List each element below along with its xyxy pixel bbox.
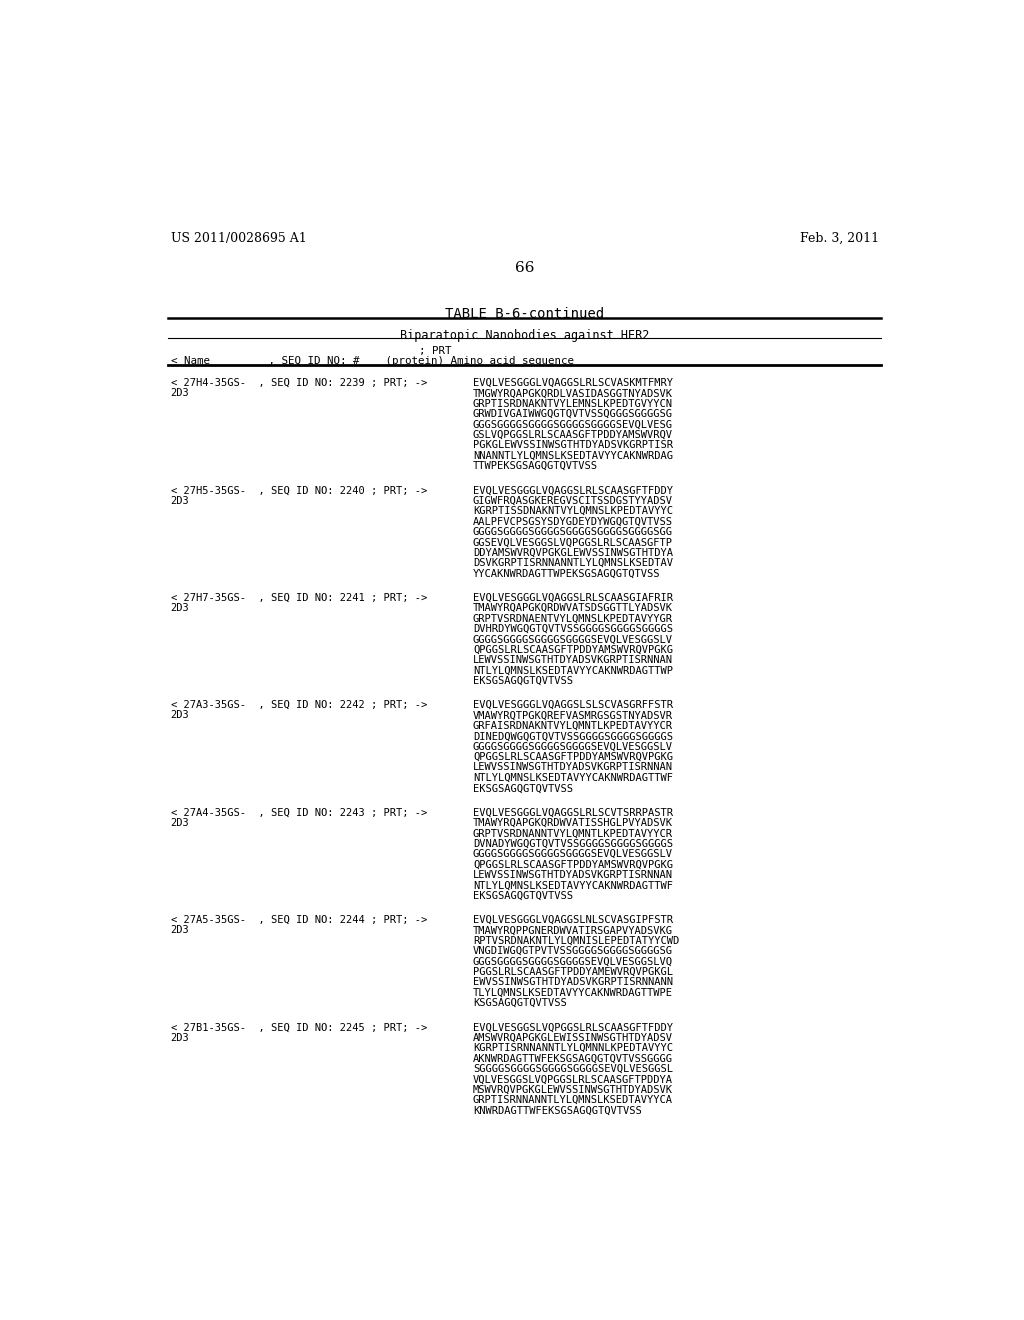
Text: Biparatopic Nanobodies against HER2: Biparatopic Nanobodies against HER2 [400,329,649,342]
Text: < 27H4-35GS-  , SEQ ID NO: 2239 ; PRT; ->: < 27H4-35GS- , SEQ ID NO: 2239 ; PRT; -> [171,378,427,388]
Text: GSLVQPGGSLRLSCAASGFTPDDYAMSWVRQV: GSLVQPGGSLRLSCAASGFTPDDYAMSWVRQV [473,430,673,440]
Text: QPGGSLRLSCAASGFTPDDYAMSWVRQVPGKG: QPGGSLRLSCAASGFTPDDYAMSWVRQVPGKG [473,752,673,762]
Text: < 27A5-35GS-  , SEQ ID NO: 2244 ; PRT; ->: < 27A5-35GS- , SEQ ID NO: 2244 ; PRT; -> [171,915,427,925]
Text: EVQLVESGGGLVQAGGSLRLSCAASGIAFRIR: EVQLVESGGGLVQAGGSLRLSCAASGIAFRIR [473,593,673,603]
Text: GRFAISRDNAKNTVYLQMNTLKPEDTAVYYCR: GRFAISRDNAKNTVYLQMNTLKPEDTAVYYCR [473,721,673,731]
Text: EVQLVESGGGLVQAGGSLRLSCAASGFTFDDY: EVQLVESGGGLVQAGGSLRLSCAASGFTFDDY [473,486,673,495]
Text: GGGGSGGGGSGGGGSGGGGSGGGGSGGGGSGG: GGGGSGGGGSGGGGSGGGGSGGGGSGGGGSGG [473,527,673,537]
Text: GGGGSGGGGSGGGGSGGGGSEVQLVESGGSLV: GGGGSGGGGSGGGGSGGGGSEVQLVESGGSLV [473,742,673,751]
Text: EVQLVESGGGLVQAGGSLSLSCVASGRFFSTR: EVQLVESGGGLVQAGGSLSLSCVASGRFFSTR [473,700,673,710]
Text: EKSGSAGQGTQVTVSS: EKSGSAGQGTQVTVSS [473,891,572,900]
Text: < 27A3-35GS-  , SEQ ID NO: 2242 ; PRT; ->: < 27A3-35GS- , SEQ ID NO: 2242 ; PRT; -> [171,700,427,710]
Text: GGGSGGGGSGGGGSGGGGSEVQLVESGGSLVQ: GGGSGGGGSGGGGSGGGGSEVQLVESGGSLVQ [473,957,673,966]
Text: DSVKGRPTISRNNANNTLYLQMNSLKSEDTAV: DSVKGRPTISRNNANNTLYLQMNSLKSEDTAV [473,558,673,568]
Text: GGGSGGGGSGGGGSGGGGSGGGGSEVQLVESG: GGGSGGGGSGGGGSGGGGSGGGGSEVQLVESG [473,420,673,429]
Text: KGRPTISRNNANNTLYLQMNNLKPEDTAVYYC: KGRPTISRNNANNTLYLQMNNLKPEDTAVYYC [473,1043,673,1053]
Text: 2D3: 2D3 [171,1032,189,1043]
Text: TLYLQMNSLKSEDTAVYYCAKNWRDAGTTWPE: TLYLQMNSLKSEDTAVYYCAKNWRDAGTTWPE [473,987,673,998]
Text: VMAWYRQTPGKQREFVASMRGSGSTNYADSVR: VMAWYRQTPGKQREFVASMRGSGSTNYADSVR [473,710,673,721]
Text: KSGSAGQGTQVTVSS: KSGSAGQGTQVTVSS [473,998,566,1008]
Text: EVQLVESGGGLVQAGGSLRLSCVTSRRPASTR: EVQLVESGGGLVQAGGSLRLSCVTSRRPASTR [473,808,673,817]
Text: NTLYLQMNSLKSEDTAVYYCAKNWRDAGTTWP: NTLYLQMNSLKSEDTAVYYCAKNWRDAGTTWP [473,665,673,676]
Text: GGGGSGGGGSGGGGSGGGGSEVQLVESGGSLV: GGGGSGGGGSGGGGSGGGGSEVQLVESGGSLV [473,635,673,644]
Text: GRPTISRNNANNTLYLQMNSLKSEDTAVYYCA: GRPTISRNNANNTLYLQMNSLKSEDTAVYYCA [473,1096,673,1105]
Text: KNWRDAGTTWFEKSGSAGQGTQVTVSS: KNWRDAGTTWFEKSGSAGQGTQVTVSS [473,1106,642,1115]
Text: < 27B1-35GS-  , SEQ ID NO: 2245 ; PRT; ->: < 27B1-35GS- , SEQ ID NO: 2245 ; PRT; -> [171,1022,427,1032]
Text: US 2011/0028695 A1: US 2011/0028695 A1 [171,231,306,244]
Text: GIGWFRQASGKEREGVSCITSSDGSTYYADSV: GIGWFRQASGKEREGVSCITSSDGSTYYADSV [473,496,673,506]
Text: MSWVRQVPGKGLEWVSSINWSGTHTDYADSVK: MSWVRQVPGKGLEWVSSINWSGTHTDYADSVK [473,1085,673,1094]
Text: TMGWYRQAPGKQRDLVASIDASGGTNYADSVK: TMGWYRQAPGKQRDLVASIDASGGTNYADSVK [473,388,673,399]
Text: GRPTVSRDNANNTVYLQMNTLKPEDTAVYYCR: GRPTVSRDNANNTVYLQMNTLKPEDTAVYYCR [473,829,673,838]
Text: 2D3: 2D3 [171,603,189,612]
Text: 2D3: 2D3 [171,818,189,828]
Text: DINEDQWGQGTQVTVSSGGGGSGGGGSGGGGS: DINEDQWGQGTQVTVSSGGGGSGGGGSGGGGS [473,731,673,742]
Text: GRPTVSRDNAENTVYLQMNSLKPEDTAVYYGR: GRPTVSRDNAENTVYLQMNSLKPEDTAVYYGR [473,614,673,623]
Text: KGRPTISSDNAKNTVYLQMNSLKPEDTAVYYC: KGRPTISSDNAKNTVYLQMNSLKPEDTAVYYC [473,506,673,516]
Text: NTLYLQMNSLKSEDTAVYYCAKNWRDAGTTWF: NTLYLQMNSLKSEDTAVYYCAKNWRDAGTTWF [473,774,673,783]
Text: DVNADYWGQGTQVTVSSGGGGSGGGGSGGGGS: DVNADYWGQGTQVTVSSGGGGSGGGGSGGGGS [473,838,673,849]
Text: AALPFVCPSGSYSDYGDEYDYWGQGTQVTVSS: AALPFVCPSGSYSDYGDEYDYWGQGTQVTVSS [473,516,673,527]
Text: 2D3: 2D3 [171,388,189,399]
Text: 2D3: 2D3 [171,496,189,506]
Text: LEWVSSINWSGTHTDYADSVKGRPTISRNNAN: LEWVSSINWSGTHTDYADSVKGRPTISRNNAN [473,870,673,880]
Text: ; PRT: ; PRT [419,346,452,355]
Text: 66: 66 [515,261,535,275]
Text: EKSGSAGQGTQVTVSS: EKSGSAGQGTQVTVSS [473,783,572,793]
Text: TABLE B-6-continued: TABLE B-6-continued [445,308,604,321]
Text: YYCAKNWRDAGTTWPEKSGSAGQGTQTVSS: YYCAKNWRDAGTTWPEKSGSAGQGTQTVSS [473,569,660,578]
Text: TTWPEKSGSAGQGTQVTVSS: TTWPEKSGSAGQGTQVTVSS [473,461,598,471]
Text: TMAWYRQAPGKQRDWVATISSHGLPVYADSVK: TMAWYRQAPGKQRDWVATISSHGLPVYADSVK [473,818,673,828]
Text: GRWDIVGAIWWGQGTQVTVSSQGGGSGGGGSG: GRWDIVGAIWWGQGTQVTVSSQGGGSGGGGSG [473,409,673,418]
Text: Feb. 3, 2011: Feb. 3, 2011 [800,231,879,244]
Text: < 27H5-35GS-  , SEQ ID NO: 2240 ; PRT; ->: < 27H5-35GS- , SEQ ID NO: 2240 ; PRT; -> [171,486,427,495]
Text: EVQLVESGGGLVQAGGSLRLSCVASKMTFMRY: EVQLVESGGGLVQAGGSLRLSCVASKMTFMRY [473,378,673,388]
Text: TMAWYRQPPGNERDWVATIRSGAPVYADSVKG: TMAWYRQPPGNERDWVATIRSGAPVYADSVKG [473,925,673,936]
Text: EVQLVESGGSLVQPGGSLRLSCAASGFTFDDY: EVQLVESGGSLVQPGGSLRLSCAASGFTFDDY [473,1022,673,1032]
Text: SGGGGSGGGGSGGGGSGGGGSEVQLVESGGSL: SGGGGSGGGGSGGGGSGGGGSEVQLVESGGSL [473,1064,673,1074]
Text: NNANNTLYLQMNSLKSEDTAVYYCAKNWRDAG: NNANNTLYLQMNSLKSEDTAVYYCAKNWRDAG [473,450,673,461]
Text: LEWVSSINWSGTHTDYADSVKGRPTISRNNAN: LEWVSSINWSGTHTDYADSVKGRPTISRNNAN [473,763,673,772]
Text: DVHRDYWGQGTQVTVSSGGGGSGGGGSGGGGS: DVHRDYWGQGTQVTVSSGGGGSGGGGSGGGGS [473,624,673,634]
Text: AMSWVRQAPGKGLEWISSINWSGTHTDYADSV: AMSWVRQAPGKGLEWISSINWSGTHTDYADSV [473,1032,673,1043]
Text: AKNWRDAGTTWFEKSGSAGQGTQVTVSSGGGG: AKNWRDAGTTWFEKSGSAGQGTQVTVSSGGGG [473,1053,673,1064]
Text: EKSGSAGQGTQVTVSS: EKSGSAGQGTQVTVSS [473,676,572,686]
Text: RPTVSRDNAKNTLYLQMNISLEPEDTATYYCWD: RPTVSRDNAKNTLYLQMNISLEPEDTATYYCWD [473,936,679,945]
Text: NTLYLQMNSLKSEDTAVYYCAKNWRDAGTTWF: NTLYLQMNSLKSEDTAVYYCAKNWRDAGTTWF [473,880,673,890]
Text: GGGGSGGGGSGGGGSGGGGSEVQLVESGGSLV: GGGGSGGGGSGGGGSGGGGSEVQLVESGGSLV [473,849,673,859]
Text: < Name         , SEQ ID NO: #    (protein) Amino acid sequence: < Name , SEQ ID NO: # (protein) Amino ac… [171,355,573,366]
Text: < 27H7-35GS-  , SEQ ID NO: 2241 ; PRT; ->: < 27H7-35GS- , SEQ ID NO: 2241 ; PRT; -> [171,593,427,603]
Text: EVQLVESGGGLVQAGGSLNLSCVASGIPFSTR: EVQLVESGGGLVQAGGSLNLSCVASGIPFSTR [473,915,673,925]
Text: GGSEVQLVESGGSLVQPGGSLRLSCAASGFTP: GGSEVQLVESGGSLVQPGGSLRLSCAASGFTP [473,537,673,548]
Text: PGKGLEWVSSINWSGTHTDYADSVKGRPTISR: PGKGLEWVSSINWSGTHTDYADSVKGRPTISR [473,441,673,450]
Text: VNGDIWGQGTPVTVSSGGGGSGGGGSGGGGSG: VNGDIWGQGTPVTVSSGGGGSGGGGSGGGGSG [473,946,673,956]
Text: 2D3: 2D3 [171,925,189,936]
Text: GRPTISRDNAKNTVYLEMNSLKPEDTGVYYCN: GRPTISRDNAKNTVYLEMNSLKPEDTGVYYCN [473,399,673,409]
Text: QPGGSLRLSCAASGFTPDDYAMSWVRQVPGKG: QPGGSLRLSCAASGFTPDDYAMSWVRQVPGKG [473,644,673,655]
Text: TMAWYRQAPGKQRDWVATSDSGGTTLYADSVK: TMAWYRQAPGKQRDWVATSDSGGTTLYADSVK [473,603,673,612]
Text: EWVSSINWSGTHTDYADSVKGRPTISRNNANN: EWVSSINWSGTHTDYADSVKGRPTISRNNANN [473,977,673,987]
Text: QPGGSLRLSCAASGFTPDDYAMSWVRQVPGKG: QPGGSLRLSCAASGFTPDDYAMSWVRQVPGKG [473,859,673,870]
Text: DDYAMSWVRQVPGKGLEWVSSINWSGTHTDYA: DDYAMSWVRQVPGKGLEWVSSINWSGTHTDYA [473,548,673,557]
Text: PGGSLRLSCAASGFTPDDYAMEWVRQVPGKGL: PGGSLRLSCAASGFTPDDYAMEWVRQVPGKGL [473,966,673,977]
Text: < 27A4-35GS-  , SEQ ID NO: 2243 ; PRT; ->: < 27A4-35GS- , SEQ ID NO: 2243 ; PRT; -> [171,808,427,817]
Text: 2D3: 2D3 [171,710,189,721]
Text: VQLVESGGSLVQPGGSLRLSCAASGFTPDDYA: VQLVESGGSLVQPGGSLRLSCAASGFTPDDYA [473,1074,673,1084]
Text: LEWVSSINWSGTHTDYADSVKGRPTISRNNAN: LEWVSSINWSGTHTDYADSVKGRPTISRNNAN [473,655,673,665]
